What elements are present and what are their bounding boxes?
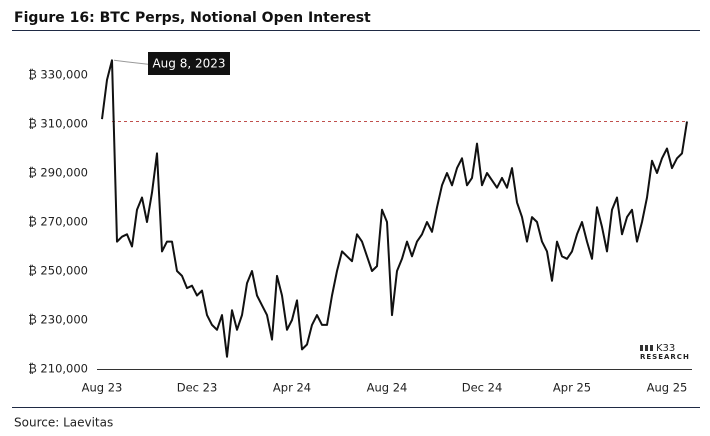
x-tick-label: Dec 23 (177, 381, 218, 395)
y-tick-label: ₿ 270,000 (28, 215, 88, 229)
x-tick-label: Aug 23 (82, 381, 123, 395)
logo-name: K33 (656, 343, 675, 354)
y-tick-label: ₿ 310,000 (28, 117, 88, 131)
y-tick-label: ₿ 330,000 (28, 68, 88, 82)
y-tick-label: ₿ 210,000 (28, 362, 88, 376)
logo-mark (640, 345, 643, 351)
x-tick-label: Aug 25 (647, 381, 688, 395)
logo-mark (645, 345, 648, 351)
x-tick-label: Aug 24 (367, 381, 408, 395)
logo: K33 RESEARCH (640, 343, 690, 361)
y-tick-label: ₿ 250,000 (28, 264, 88, 278)
y-tick-label: ₿ 230,000 (28, 313, 88, 327)
x-tick-label: Apr 25 (553, 381, 591, 395)
x-tick-label: Apr 24 (273, 381, 311, 395)
source: Source: Laevitas (14, 416, 113, 430)
x-tick-label: Dec 24 (462, 381, 503, 395)
series-line (101, 59, 688, 358)
annotation-connector (113, 59, 149, 65)
annotation-box (148, 52, 230, 75)
annotation: Aug 8, 2023 (152, 57, 225, 71)
y-tick-label: ₿ 290,000 (28, 166, 88, 180)
chart-title: Figure 16: BTC Perps, Notional Open Inte… (14, 10, 371, 26)
logo-mark (650, 345, 653, 351)
logo-tagline: RESEARCH (640, 353, 690, 361)
